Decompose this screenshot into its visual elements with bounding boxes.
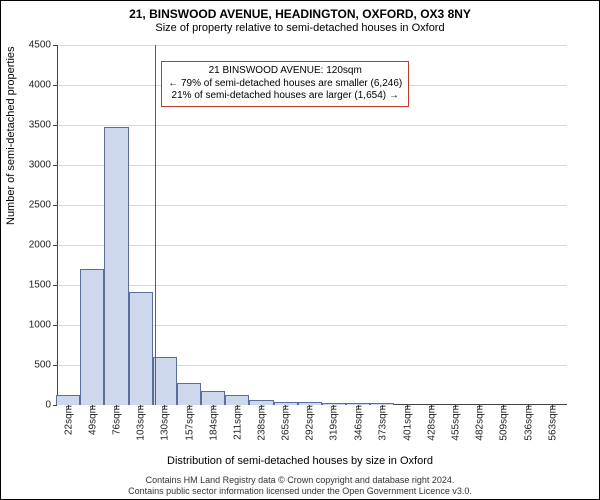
y-axis-line	[57, 45, 58, 405]
y-tick-label: 3000	[29, 160, 57, 171]
x-tick-label: 265sqm	[279, 405, 292, 441]
gridline	[57, 165, 567, 166]
x-tick-label: 103sqm	[134, 405, 147, 441]
x-tick-label: 292sqm	[303, 405, 316, 441]
x-tick-label: 319sqm	[327, 405, 340, 441]
plot-area: 05001000150020002500300035004000450022sq…	[57, 45, 567, 405]
annotation-line: 21 BINSWOOD AVENUE: 120sqm	[168, 65, 402, 78]
histogram-bar	[346, 403, 370, 405]
x-tick-label: 563sqm	[545, 405, 558, 441]
y-tick-label: 4500	[29, 40, 57, 51]
x-tick-label: 482sqm	[473, 405, 486, 441]
y-tick-label: 2500	[29, 200, 57, 211]
x-tick-label: 536sqm	[521, 405, 534, 441]
x-tick-label: 211sqm	[230, 405, 243, 440]
chart-title: 21, BINSWOOD AVENUE, HEADINGTON, OXFORD,…	[1, 1, 599, 36]
gridline	[57, 245, 567, 246]
histogram-bar	[298, 402, 322, 405]
y-tick-label: 3500	[29, 120, 57, 131]
histogram-bar	[322, 403, 346, 405]
x-tick-label: 455sqm	[449, 405, 462, 441]
y-tick-label: 2000	[29, 240, 57, 251]
x-tick-label: 49sqm	[85, 405, 98, 435]
x-tick-label: 22sqm	[61, 405, 74, 435]
x-tick-label: 76sqm	[110, 405, 123, 435]
histogram-bar	[104, 127, 128, 405]
x-axis-label: Distribution of semi-detached houses by …	[1, 455, 599, 467]
gridline	[57, 205, 567, 206]
x-tick-label: 401sqm	[400, 405, 413, 441]
y-tick-label: 4000	[29, 80, 57, 91]
histogram-bar	[370, 403, 394, 405]
histogram-bar	[80, 269, 104, 405]
x-tick-label: 184sqm	[206, 405, 219, 441]
x-tick-label: 157sqm	[182, 405, 195, 441]
gridline	[57, 45, 567, 46]
y-axis-label: Number of semi-detached properties	[5, 46, 17, 225]
footer-line-2: Contains public sector information licen…	[1, 486, 599, 497]
gridline	[57, 125, 567, 126]
footer: Contains HM Land Registry data © Crown c…	[1, 475, 599, 497]
chart-container: 21, BINSWOOD AVENUE, HEADINGTON, OXFORD,…	[0, 0, 600, 500]
footer-line-1: Contains HM Land Registry data © Crown c…	[1, 475, 599, 486]
y-tick-label: 500	[34, 360, 57, 371]
x-tick-label: 509sqm	[497, 405, 510, 441]
histogram-bar	[274, 402, 298, 405]
y-tick-label: 1000	[29, 320, 57, 331]
x-tick-label: 238sqm	[255, 405, 268, 441]
histogram-bar	[129, 292, 153, 405]
x-tick-label: 373sqm	[375, 405, 388, 441]
gridline	[57, 285, 567, 286]
histogram-bar	[177, 383, 201, 405]
x-tick-label: 346sqm	[351, 405, 364, 441]
title-line-2: Size of property relative to semi-detach…	[1, 22, 599, 36]
y-tick-label: 1500	[29, 280, 57, 291]
annotation-line: ← 79% of semi-detached houses are smalle…	[168, 78, 402, 91]
property-marker-line	[155, 45, 156, 405]
x-tick-label: 428sqm	[425, 405, 438, 441]
annotation-line: 21% of semi-detached houses are larger (…	[168, 90, 402, 103]
x-tick-label: 130sqm	[158, 405, 171, 441]
histogram-bar	[201, 391, 225, 405]
histogram-bar	[56, 395, 80, 405]
annotation-box: 21 BINSWOOD AVENUE: 120sqm← 79% of semi-…	[161, 61, 409, 107]
histogram-bar	[225, 395, 249, 405]
histogram-bar	[249, 400, 273, 405]
title-line-1: 21, BINSWOOD AVENUE, HEADINGTON, OXFORD,…	[1, 7, 599, 22]
